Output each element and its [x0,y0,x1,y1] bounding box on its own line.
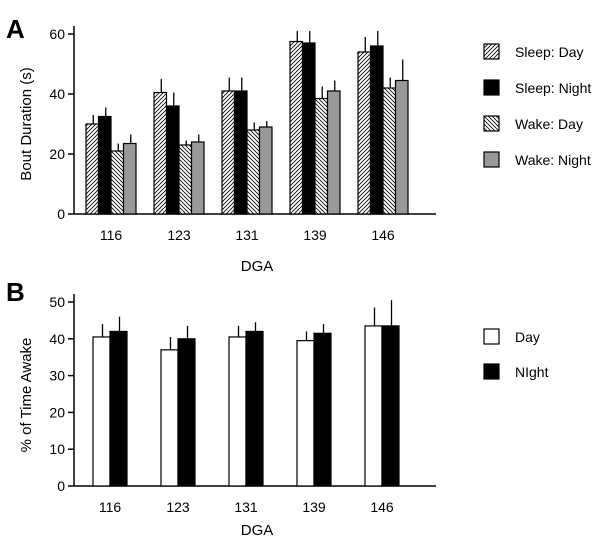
x-tick-label: 139 [302,499,326,515]
legend-swatch [483,115,500,132]
y-tick-label: 50 [49,294,65,310]
bar [110,150,125,215]
x-tick-label: 116 [99,499,122,515]
bar [326,90,341,215]
y-tick-label: 30 [49,368,65,384]
bar [190,141,205,215]
legend-swatch [483,328,500,345]
panel-a-y-axis-title: Bout Duration (s) [18,67,35,180]
y-tick-label: 60 [49,26,65,42]
panel-b-x-axis-title: DGA [241,522,274,539]
bar [381,325,400,487]
panel-a-label: A [6,14,25,44]
legend-label: Wake: Night [515,152,591,168]
x-tick-label: 131 [234,499,258,515]
bar [221,90,236,215]
panel-b: B % of Time Awake DGA 0 10 20 30 40 50 116 123 1… [6,277,549,539]
x-tick-label: 146 [370,499,394,515]
panel-b-plot: 0 10 20 30 40 50 116 123 131 139 146 [49,294,436,515]
x-tick-label: 123 [167,227,191,243]
legend-swatch [483,151,500,168]
panel-a-legend: Sleep: Day Sleep: Night Wake: Day Wake: Nig… [483,43,591,168]
bar [314,97,329,215]
y-tick-label: 10 [49,441,65,457]
x-tick-label: 146 [371,227,395,243]
legend-label: Wake: Day [515,116,583,132]
y-tick-label: 20 [49,146,65,162]
panel-a-x-axis-title: DGA [241,258,274,275]
legend-label: Sleep: Night [515,80,591,96]
bar [97,115,112,215]
y-tick-label: 20 [49,404,65,420]
legend-swatch [483,363,500,380]
y-tick-label: 40 [49,86,65,102]
bar [296,340,315,487]
bar [228,336,247,487]
bar [92,336,111,487]
bar [178,144,193,215]
x-tick-label: 123 [166,499,190,515]
bar [233,90,248,215]
x-tick-label: 131 [235,227,259,243]
panel-b-y-axis-title: % of Time Awake [18,338,35,453]
bar [258,126,273,215]
bar [246,129,261,215]
bar [313,332,332,487]
bar [165,105,180,215]
bar [122,142,137,215]
y-tick-label: 0 [57,478,65,494]
legend-label: NIght [515,364,549,380]
legend-swatch [483,79,500,96]
bar [364,325,383,487]
bar [85,123,100,215]
bar [153,91,168,215]
bar [245,330,264,487]
x-tick-label: 139 [303,227,327,243]
y-tick-label: 40 [49,331,65,347]
panel-b-label: B [6,277,25,307]
legend-label: Sleep: Day [515,44,583,60]
x-tick-label: 116 [100,227,123,243]
bar [369,45,384,215]
legend-swatch [483,43,500,60]
bar [382,87,397,215]
legend-label: Day [515,329,540,345]
bar [357,51,372,215]
bar [177,338,196,487]
panel-a: A Bout Duration (s) DGA 0 20 40 60 116 123 131… [6,14,591,275]
bar [160,349,179,487]
bar [301,42,316,215]
panel-b-legend: Day NIght [483,328,549,380]
y-tick-label: 0 [57,206,65,222]
bar [289,40,304,215]
bar [109,330,128,487]
bar [394,79,409,215]
panel-a-plot: 0 20 40 60 116 123 131 139 146 [49,26,436,243]
